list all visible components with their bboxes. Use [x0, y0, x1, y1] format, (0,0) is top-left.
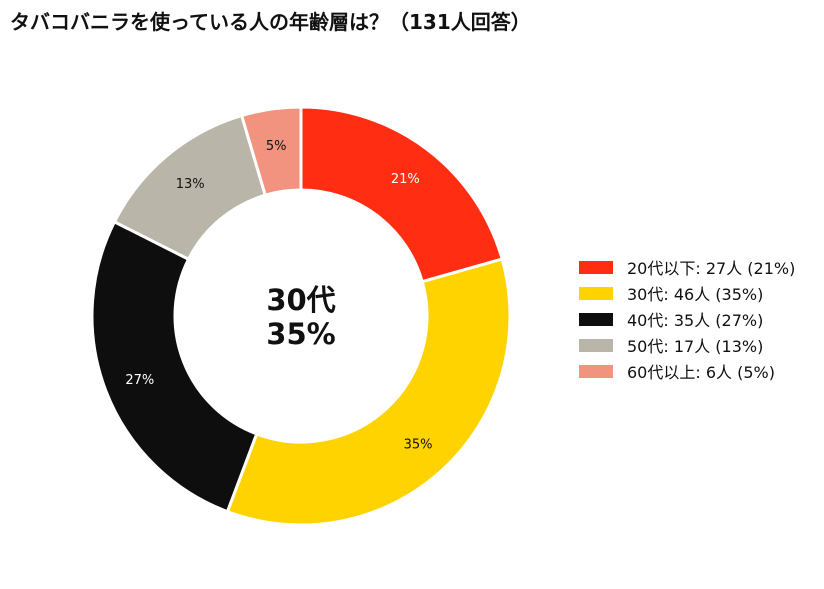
- legend-item-1: 20代以下: 27人 (21%): [579, 254, 795, 280]
- legend-label: 30代: 46人 (35%): [627, 285, 764, 304]
- legend-label: 20代以下: 27人 (21%): [627, 259, 796, 278]
- legend-swatch: [579, 338, 613, 352]
- center-label-percent: 35%: [266, 317, 335, 351]
- legend-item-4: 50代: 17人 (13%): [579, 332, 795, 358]
- donut-slices: [90, 105, 512, 527]
- legend-label: 60代以上: 6人 (5%): [627, 363, 775, 382]
- legend-item-5: 60代以上: 6人 (5%): [579, 358, 795, 384]
- legend-swatch: [579, 286, 613, 300]
- legend-swatch: [579, 312, 613, 326]
- legend-label: 40代: 35人 (27%): [627, 311, 764, 330]
- slice-label-5: 5%: [266, 139, 287, 154]
- legend-item-3: 40代: 35人 (27%): [579, 306, 795, 332]
- chart-title: タバコバニラを使っている人の年齢層は？（131人回答）: [10, 10, 531, 34]
- legend-item-2: 30代: 46人 (35%): [579, 280, 795, 306]
- legend-swatch: [579, 260, 613, 274]
- legend: 20代以下: 27人 (21%) 30代: 46人 (35%) 40代: 35人 (…: [579, 254, 795, 384]
- slice-labels: 21% 35% 27% 13% 5%: [125, 139, 432, 453]
- slice-label-1: 21%: [391, 172, 420, 187]
- legend-label: 50代: 17人 (13%): [627, 337, 764, 356]
- slice-label-3: 27%: [125, 373, 154, 388]
- slice-label-4: 13%: [176, 177, 205, 192]
- legend-swatch: [579, 364, 613, 378]
- slice-5: [239, 105, 303, 198]
- center-label-category: 30代: [266, 283, 335, 317]
- slice-label-2: 35%: [404, 437, 433, 452]
- slice-1: [299, 105, 504, 284]
- slice-3: [90, 219, 259, 514]
- slice-2: [225, 257, 512, 527]
